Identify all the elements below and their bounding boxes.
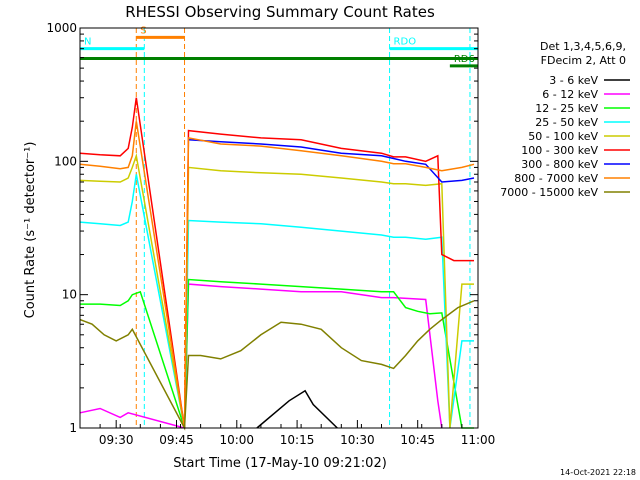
flag-label-s: S — [140, 25, 146, 36]
legend-label-3-6-kev: 3 - 6 keV — [549, 74, 598, 87]
x-tick-label-10-45: 10:45 — [400, 433, 435, 447]
legend-label-7000-15000-kev: 7000 - 15000 keV — [500, 186, 598, 199]
legend: Det 1,3,4,5,6,9, FDecim 2, Att 0 3 - 6 k… — [500, 40, 630, 199]
x-tick-label-10-30: 10:30 — [340, 433, 375, 447]
series-300-800-kev — [188, 139, 475, 183]
legend-label-300-800-kev: 300 - 800 keV — [521, 158, 598, 171]
series-100-300-kev — [79, 97, 474, 429]
series-7000-15000-kev — [79, 300, 475, 431]
flag-label-rdo: RDO — [394, 37, 417, 48]
legend-label-25-50-kev: 25 - 50 keV — [535, 116, 598, 129]
x-axis-label: Start Time (17-May-10 09:21:02) — [173, 456, 387, 471]
y-axis: 1 10 100 1000 — [46, 21, 478, 435]
y-tick-label-10: 10 — [62, 288, 77, 302]
timestamp: 14-Oct-2021 22:18 — [560, 468, 636, 477]
series-6-12-kev — [79, 283, 443, 429]
series-3-6-kev — [256, 389, 338, 429]
legend-label-50-100-kev: 50 - 100 keV — [528, 130, 598, 143]
legend-label-100-300-kev: 100 - 300 keV — [521, 144, 598, 157]
x-tick-label-09-30: 09:30 — [99, 433, 134, 447]
series-12-25-kev — [80, 278, 474, 429]
chart-title: RHESSI Observing Summary Count Rates — [125, 3, 435, 21]
y-tick-label-100: 100 — [54, 154, 77, 168]
x-tick-label-09-45: 09:45 — [159, 433, 194, 447]
legend-header-line-1: Det 1,3,4,5,6,9, — [540, 40, 626, 53]
y-tick-label-1000: 1000 — [46, 21, 77, 35]
flag-label-n: N — [84, 37, 91, 48]
series-800-7000-kev — [79, 121, 475, 429]
x-axis: 09:30 09:45 10:00 10:15 10:30 10:45 11:00 — [79, 420, 496, 447]
flag-label-rd6: RD6 — [454, 54, 475, 65]
legend-header-line-2: FDecim 2, Att 0 — [541, 54, 626, 67]
x-tick-label-10-15: 10:15 — [280, 433, 315, 447]
legend-label-6-12-kev: 6 - 12 keV — [542, 88, 598, 101]
plot-area: S N RDO RD6 — [79, 25, 478, 431]
plot-frame — [79, 27, 479, 429]
x-tick-label-11-00: 11:00 — [461, 433, 496, 447]
y-axis-label: Count Rate (s⁻¹ detector⁻¹) — [23, 142, 38, 319]
series-25-50-kev — [79, 174, 474, 429]
legend-label-800-7000-kev: 800 - 7000 keV — [514, 172, 598, 185]
legend-label-12-25-kev: 12 - 25 keV — [535, 102, 598, 115]
y-tick-label-1: 1 — [69, 421, 77, 435]
x-tick-label-10-00: 10:00 — [219, 433, 254, 447]
